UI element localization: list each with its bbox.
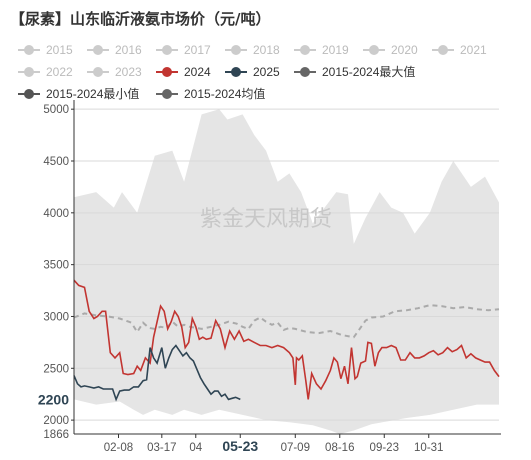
- series-line-2024: [73, 279, 500, 400]
- legend-marker: [369, 45, 379, 55]
- legend-item-2021[interactable]: 2021: [432, 43, 487, 57]
- legend-label: 2024: [184, 65, 211, 79]
- legend-marker: [162, 45, 172, 55]
- legend-item-2025[interactable]: 2025: [225, 65, 280, 79]
- legend-label: 2017: [184, 43, 211, 57]
- legend-item-2018[interactable]: 2018: [225, 43, 280, 57]
- legend-marker: [438, 45, 448, 55]
- legend-marker: [162, 67, 172, 77]
- x-tick-label: 03-17: [147, 442, 176, 454]
- legend-label: 2023: [115, 65, 142, 79]
- y-tick-label: 2500: [43, 363, 69, 375]
- legend-item-2024[interactable]: 2024: [156, 65, 211, 79]
- current-date-label: 05-23: [222, 438, 258, 454]
- legend-label: 2015-2024最大值: [322, 64, 415, 79]
- legend-item-2015-2024最小值[interactable]: 2015-2024最小值: [18, 86, 139, 101]
- legend-item-2016[interactable]: 2016: [87, 43, 142, 57]
- legend-marker: [24, 89, 34, 99]
- x-tick-label: 09-23: [370, 442, 399, 454]
- legend-marker: [300, 45, 310, 55]
- series-line-2025: [73, 344, 241, 402]
- x-tick-label: 08-16: [325, 442, 354, 454]
- axes: 2000 2500 3000 3500 4000 4500 5000 1866 2200 02-0…: [27, 100, 501, 454]
- y-axis-min-label: 1866: [43, 429, 69, 441]
- legend-item-2017[interactable]: 2017: [156, 43, 211, 57]
- legend-item-2019[interactable]: 2019: [294, 43, 349, 57]
- max-min-range-band: [74, 109, 499, 434]
- legend-item-2020[interactable]: 2020: [363, 43, 418, 57]
- legend-label: 2022: [46, 65, 73, 79]
- legend-label: 2015-2024最小值: [46, 86, 139, 101]
- legend-label: 2015: [46, 43, 73, 57]
- legend-marker: [24, 45, 34, 55]
- legend-label: 2019: [322, 43, 349, 57]
- legend-marker: [231, 67, 241, 77]
- legend-label: 2025: [253, 65, 280, 79]
- current-value-box: [27, 389, 71, 409]
- legend-marker: [93, 45, 103, 55]
- legend-label: 2020: [391, 43, 418, 57]
- legend-item-2022[interactable]: 2022: [18, 65, 73, 79]
- legend: 2015 2016 2017 2018 2019 2020 2021 2022 2023 2024…: [18, 43, 487, 101]
- current-value-label: 2200: [38, 391, 69, 407]
- x-tick-label: 07-09: [281, 442, 310, 454]
- legend-label: 2015-2024均值: [184, 86, 265, 101]
- legend-marker: [231, 45, 241, 55]
- legend-item-2015[interactable]: 2015: [18, 43, 73, 57]
- grid: [74, 108, 499, 421]
- x-tick-label: 10-31: [414, 442, 443, 454]
- legend-item-2015-2024均值[interactable]: 2015-2024均值: [156, 86, 265, 101]
- series-line-avg: [73, 304, 500, 339]
- y-tick-label: 3500: [43, 260, 69, 272]
- y-tick-label: 2000: [43, 415, 69, 427]
- legend-label: 2018: [253, 43, 280, 57]
- y-tick-label: 3000: [43, 311, 69, 323]
- legend-item-2023[interactable]: 2023: [87, 65, 142, 79]
- range-band-area: [74, 109, 499, 434]
- legend-marker: [300, 67, 310, 77]
- chart-title: 【尿素】山东临沂液氨市场价（元/吨）: [10, 10, 271, 28]
- legend-marker: [93, 67, 103, 77]
- legend-label: 2021: [460, 43, 487, 57]
- series: [73, 279, 500, 402]
- x-tick-label: 04: [189, 442, 202, 454]
- legend-marker: [162, 89, 172, 99]
- legend-marker: [24, 67, 34, 77]
- y-tick-label: 4500: [43, 156, 69, 168]
- x-tick-label: 02-08: [104, 442, 133, 454]
- y-tick-label: 5000: [43, 104, 69, 116]
- watermark: 紫金天风期货: [200, 207, 332, 232]
- legend-item-2015-2024最大值[interactable]: 2015-2024最大值: [294, 64, 415, 79]
- y-tick-label: 4000: [43, 208, 69, 220]
- legend-label: 2016: [115, 43, 142, 57]
